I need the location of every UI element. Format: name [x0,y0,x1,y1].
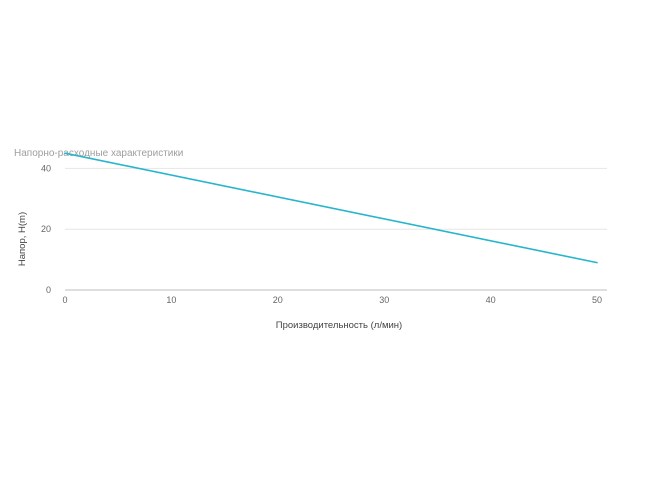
x-tick-label: 30 [379,295,389,305]
series-line-0 [64,152,598,264]
y-tick-label: 40 [41,163,51,173]
x-tick-label: 40 [486,295,496,305]
y-tick-labels: 0 20 40 [41,163,51,295]
x-tick-label: 0 [62,295,67,305]
y-tick-label: 0 [46,285,51,295]
y-axis-label: Напор, H(m) [17,212,28,266]
x-tick-label: 50 [592,295,602,305]
series-group [64,152,598,264]
x-tick-label: 20 [273,295,283,305]
y-tick-label: 20 [41,224,51,234]
x-axis-label: Производительность (л/мин) [276,320,402,331]
x-tick-labels: 0 10 20 30 40 50 [62,295,602,305]
chart-title: Напорно-расходные характеристики [14,148,183,159]
x-tick-label: 10 [166,295,176,305]
grid [65,167,607,291]
